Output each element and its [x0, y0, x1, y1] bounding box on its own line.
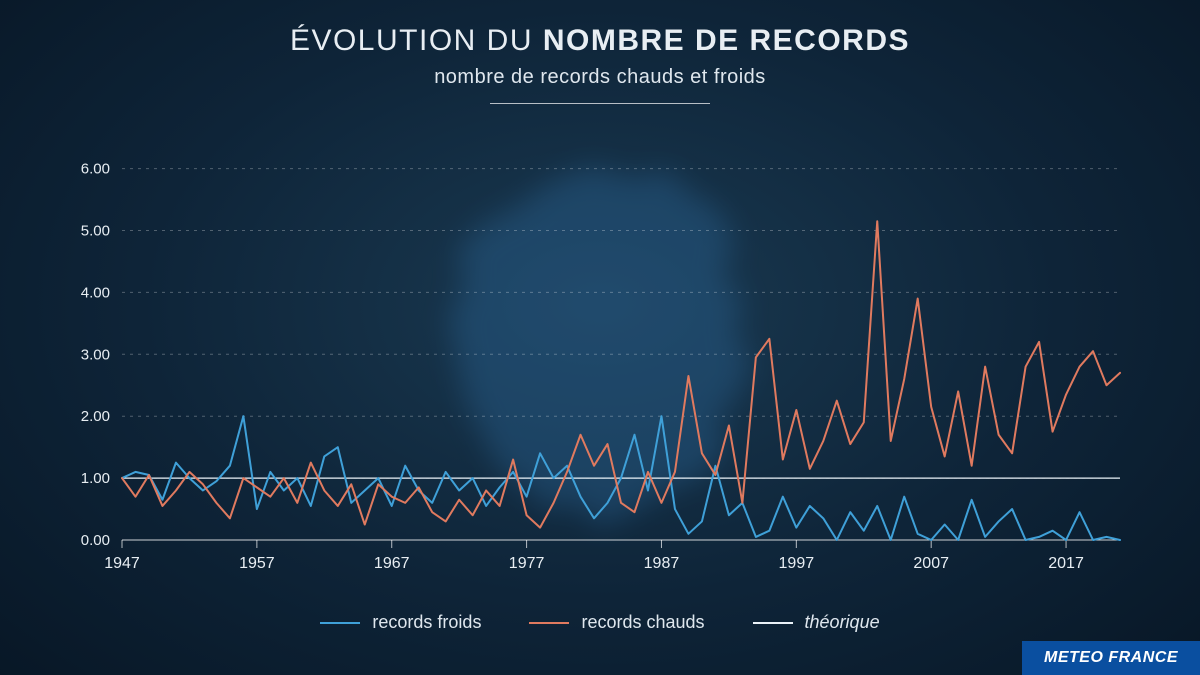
y-tick-label: 2.00	[81, 408, 110, 425]
x-tick-label: 1987	[644, 555, 680, 572]
x-tick-label: 1997	[779, 555, 815, 572]
x-tick-label: 1957	[239, 555, 275, 572]
y-tick-label: 5.00	[81, 222, 110, 239]
y-tick-label: 6.00	[81, 161, 110, 178]
chart-title: ÉVOLUTION DU NOMBRE DE RECORDS	[0, 24, 1200, 58]
y-tick-label: 3.00	[81, 346, 110, 363]
legend-swatch	[320, 622, 360, 624]
legend-item-froids: records froids	[320, 612, 481, 633]
legend: records froids records chauds théorique	[0, 612, 1200, 633]
y-tick-label: 4.00	[81, 284, 110, 301]
x-tick-label: 2007	[913, 555, 949, 572]
brand-badge: METEO FRANCE	[1022, 641, 1200, 675]
legend-item-theorique: théorique	[753, 612, 880, 633]
chart-subtitle: nombre de records chauds et froids	[0, 66, 1200, 89]
x-tick-label: 2017	[1048, 555, 1084, 572]
x-tick-label: 1967	[374, 555, 410, 572]
legend-label: records froids	[372, 612, 481, 633]
x-tick-label: 1947	[104, 555, 140, 572]
title-block: ÉVOLUTION DU NOMBRE DE RECORDS nombre de…	[0, 24, 1200, 104]
y-tick-label: 1.00	[81, 470, 110, 487]
title-bold: NOMBRE DE RECORDS	[543, 24, 910, 57]
title-underline	[490, 103, 710, 104]
legend-item-chauds: records chauds	[529, 612, 704, 633]
legend-label: records chauds	[581, 612, 704, 633]
y-tick-label: 0.00	[81, 532, 110, 549]
legend-swatch	[529, 622, 569, 624]
x-tick-label: 1977	[509, 555, 545, 572]
title-light: ÉVOLUTION DU	[290, 24, 543, 57]
legend-label: théorique	[805, 612, 880, 633]
line-chart: 0.00 1.00 2.00 3.00 4.00 5.00 6.00 1947 1957 1967…	[60, 140, 1140, 580]
legend-swatch	[753, 622, 793, 624]
chart-area: 0.00 1.00 2.00 3.00 4.00 5.00 6.00 1947 1957 1967…	[60, 140, 1140, 580]
series-chauds	[122, 221, 1120, 527]
